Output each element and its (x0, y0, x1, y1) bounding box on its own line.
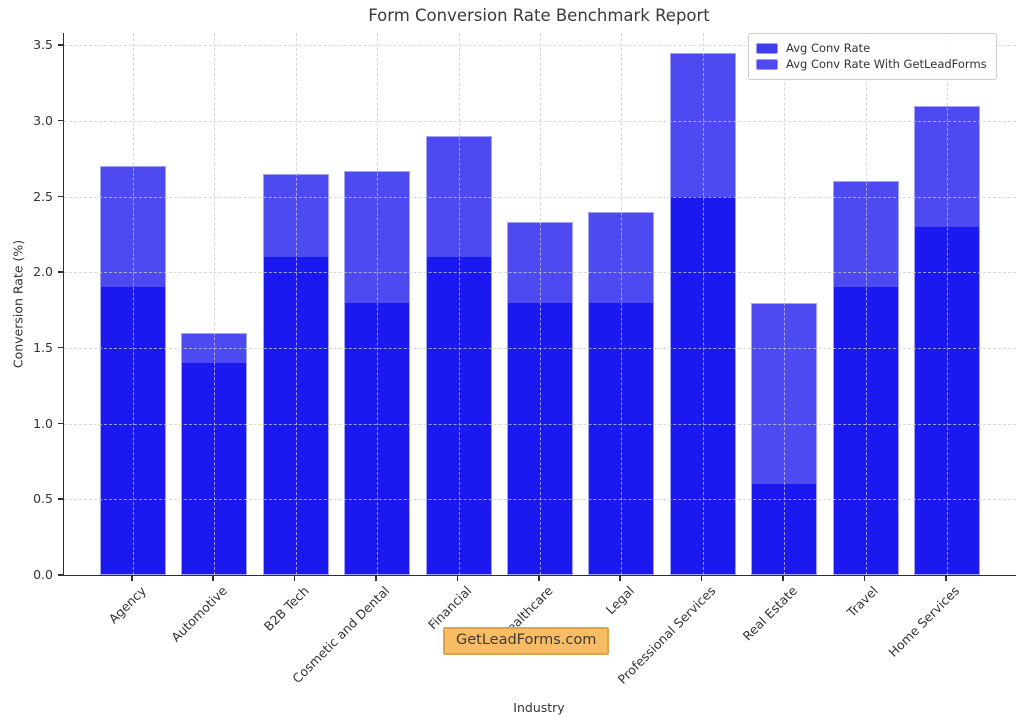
x-tick-label: Real Estate (739, 583, 800, 644)
legend-label: Avg Conv Rate With GetLeadForms (786, 57, 987, 71)
x-grid-line (702, 33, 704, 575)
legend-row: Avg Conv Rate With GetLeadForms (756, 57, 987, 71)
y-tick-mark (58, 271, 63, 273)
x-tick-mark (945, 576, 947, 581)
legend: Avg Conv Rate Avg Conv Rate With GetLeadF… (748, 33, 997, 80)
plot-area (63, 33, 1016, 576)
y-tick-label: 3.5 (33, 37, 53, 53)
x-grid-line (377, 33, 379, 575)
y-tick-label: 2.5 (33, 188, 53, 204)
y-tick-label: 3.0 (33, 112, 53, 128)
y-tick-mark (58, 346, 63, 349)
legend-swatch (756, 58, 778, 70)
y-tick-mark (58, 574, 63, 576)
x-tick-label: Automotive (168, 583, 231, 645)
x-grid-line (947, 33, 948, 575)
x-tick-mark (375, 576, 377, 581)
x-axis-label: Industry (513, 700, 565, 715)
legend-row: Avg Conv Rate (756, 41, 987, 55)
x-tick-mark (538, 576, 540, 581)
x-grid-line (295, 33, 297, 575)
x-tick-mark (212, 576, 214, 581)
y-tick-label: 0.0 (33, 567, 53, 582)
y-tick-label: 0.5 (33, 491, 53, 507)
x-grid-line (458, 33, 460, 575)
x-tick-label: Financial (424, 583, 475, 633)
legend-label: Avg Conv Rate (786, 41, 871, 55)
x-grid-line (865, 33, 867, 575)
y-tick-mark (58, 195, 63, 198)
x-tick-mark (619, 576, 621, 581)
x-tick-label: Home Services (885, 583, 963, 660)
x-grid-line (133, 33, 134, 575)
x-grid-line (621, 33, 623, 575)
y-tick-mark (58, 119, 63, 122)
y-tick-mark (58, 422, 63, 425)
x-grid-line (784, 33, 786, 575)
y-tick-label: 1.0 (33, 415, 53, 431)
x-tick-label: B2B Tech (260, 583, 312, 634)
y-tick-mark (58, 498, 63, 500)
y-tick-label: 1.5 (33, 339, 53, 355)
x-tick-mark (863, 576, 866, 581)
x-tick-mark (456, 576, 459, 581)
watermark-badge: GetLeadForms.com (443, 627, 610, 655)
y-tick-label: 2.0 (33, 264, 53, 280)
x-tick-mark (131, 576, 133, 581)
y-tick-mark (58, 44, 63, 46)
x-tick-mark (700, 576, 703, 581)
x-grid-line (214, 33, 216, 575)
legend-swatch (756, 42, 778, 54)
x-tick-mark (782, 576, 784, 581)
x-tick-mark (293, 576, 296, 581)
x-tick-label: Legal (602, 583, 638, 618)
chart-title: Form Conversion Rate Benchmark Report (368, 6, 710, 25)
x-grid-line (540, 33, 541, 575)
x-tick-label: Agency (105, 583, 149, 627)
x-tick-label: Travel (844, 583, 882, 620)
